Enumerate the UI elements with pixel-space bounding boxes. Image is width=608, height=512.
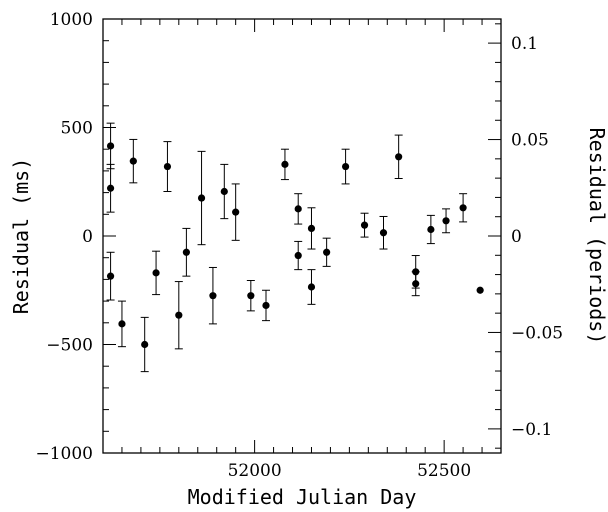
data-point <box>341 162 350 171</box>
data-point <box>106 142 115 150</box>
x-axis-tick-label: 52000 <box>228 461 282 481</box>
data-point <box>197 194 206 202</box>
data-point <box>247 292 255 300</box>
data-point <box>209 292 217 300</box>
data-point <box>307 224 316 233</box>
y2-axis-tick-label: −0.05 <box>511 323 563 343</box>
data-point <box>118 320 126 328</box>
y2-axis-title: Residual (periods) <box>585 128 608 345</box>
y2-axis-tick-label: 0.1 <box>511 34 538 54</box>
data-points <box>106 122 484 373</box>
data-point <box>379 229 388 237</box>
data-point <box>175 311 183 319</box>
data-point <box>360 221 369 229</box>
data-point <box>232 208 240 216</box>
y-axis-tick-label: 500 <box>61 119 93 139</box>
y2-axis-tick-label: 0 <box>511 227 522 247</box>
axis-ticks <box>102 18 502 454</box>
data-point <box>459 204 467 212</box>
y2-axis-tick-label: 0.05 <box>511 131 549 151</box>
y-axis-tick-label: 1000 <box>50 10 93 30</box>
data-point <box>182 248 190 256</box>
data-point <box>476 286 484 294</box>
data-point <box>427 225 435 234</box>
y-axis-tick-label: 0 <box>82 227 93 247</box>
data-point <box>412 280 420 288</box>
data-point <box>323 248 331 256</box>
y-axis-tick-label: −500 <box>46 336 93 356</box>
x-axis-tick-label: 52500 <box>417 461 471 481</box>
axis-tick-labels: −1000 −500 0 500 1000 −0.1 −0.05 0 0.05 0.1 52000 5… <box>35 10 563 481</box>
data-point <box>106 184 115 192</box>
y2-axis-tick-label: −0.1 <box>511 420 552 440</box>
data-point <box>294 251 302 260</box>
data-point <box>294 205 302 213</box>
plot-frame <box>102 18 502 454</box>
data-point <box>220 187 228 196</box>
data-point <box>141 340 149 349</box>
data-point <box>106 272 115 280</box>
data-point <box>129 157 137 165</box>
y-axis-tick-label: −1000 <box>35 444 93 464</box>
data-point <box>163 162 172 171</box>
data-point <box>307 283 316 291</box>
x-axis-title: Modified Julian Day <box>188 485 417 509</box>
data-point <box>281 160 289 168</box>
data-point <box>152 269 160 277</box>
data-point <box>262 301 270 310</box>
y-axis-title: Residual (ms) <box>9 158 33 315</box>
data-point <box>395 153 403 161</box>
data-point <box>442 217 450 225</box>
